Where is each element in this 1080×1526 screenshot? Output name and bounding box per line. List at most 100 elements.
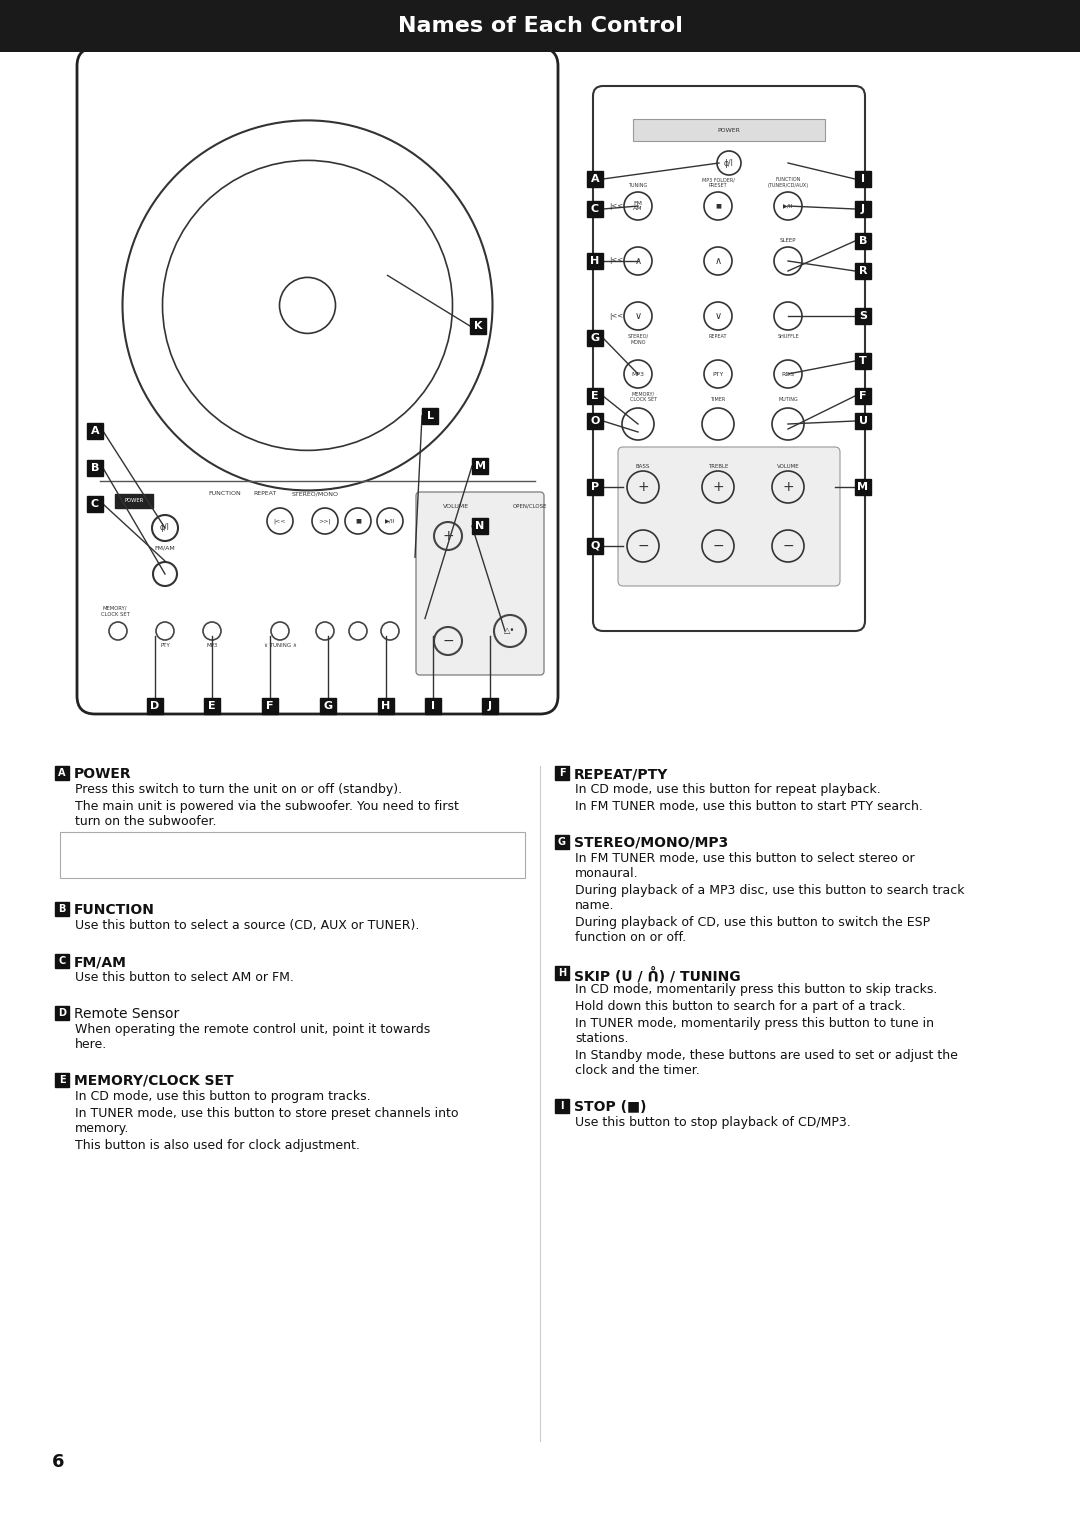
Text: N: N: [475, 520, 485, 531]
Text: ■: ■: [715, 203, 721, 209]
Text: −: −: [712, 539, 724, 552]
Text: SLEEP: SLEEP: [780, 238, 796, 243]
Text: FUNCTION
(TUNER/CD/AUX): FUNCTION (TUNER/CD/AUX): [768, 177, 809, 188]
Text: STOP (■): STOP (■): [573, 1100, 647, 1114]
Bar: [855, 414, 870, 429]
Text: |<<: |<<: [609, 258, 623, 264]
Text: ∧: ∧: [715, 256, 721, 266]
Bar: [320, 697, 336, 714]
Text: R: R: [859, 266, 867, 276]
Text: In FM TUNER mode, use this button to start PTY search.: In FM TUNER mode, use this button to sta…: [575, 800, 923, 813]
Bar: [588, 479, 603, 494]
Bar: [114, 494, 153, 508]
Text: MP3: MP3: [206, 642, 218, 649]
Text: FM/AM: FM/AM: [154, 546, 175, 551]
Text: D: D: [58, 1009, 66, 1018]
Text: E: E: [208, 700, 216, 711]
Text: Hold down this button to search for a part of a track.: Hold down this button to search for a pa…: [575, 1000, 906, 1013]
Bar: [470, 317, 486, 334]
Text: T: T: [859, 356, 867, 366]
Text: B: B: [58, 903, 66, 914]
Text: BASS: BASS: [636, 464, 650, 468]
Bar: [588, 414, 603, 429]
Text: FM/AM: FM/AM: [75, 955, 126, 969]
Text: Press this switch to turn the unit on or off (standby).: Press this switch to turn the unit on or…: [75, 783, 402, 797]
Text: The main unit is powered via the subwoofer. You need to first
turn on the subwoo: The main unit is powered via the subwoof…: [75, 800, 459, 829]
Text: I: I: [561, 1100, 564, 1111]
Bar: [588, 539, 603, 554]
Text: STEREO/
MONO: STEREO/ MONO: [627, 334, 649, 345]
Text: I: I: [861, 174, 865, 185]
Text: B: B: [859, 237, 867, 246]
Text: +: +: [637, 481, 649, 494]
Text: The equipment draws a nominal amount of power from the
AC outlet even with its P: The equipment draws a nominal amount of …: [70, 838, 420, 865]
Text: G: G: [591, 333, 599, 343]
Text: MP3 FOLDER/
PRESET: MP3 FOLDER/ PRESET: [702, 177, 734, 188]
Text: STEREO/MONO: STEREO/MONO: [292, 491, 338, 496]
Bar: [0, 0, 1080, 52]
Text: ∧: ∧: [634, 256, 642, 266]
Bar: [588, 201, 603, 217]
Text: A: A: [58, 768, 66, 778]
Bar: [855, 388, 870, 404]
Text: Use this button to select AM or FM.: Use this button to select AM or FM.: [75, 971, 294, 984]
Text: >>|: >>|: [319, 519, 332, 523]
Text: A: A: [591, 174, 599, 185]
Text: △•: △•: [504, 627, 515, 635]
Text: FM
AM: FM AM: [633, 200, 643, 212]
Text: REPEAT: REPEAT: [708, 334, 727, 339]
Bar: [588, 330, 603, 346]
Bar: [55, 1073, 69, 1087]
Text: A: A: [91, 426, 99, 436]
Text: C: C: [591, 204, 599, 214]
Text: C: C: [58, 955, 66, 966]
Bar: [633, 119, 825, 140]
Bar: [855, 262, 870, 279]
Text: MEMORY/
CLOCK SET: MEMORY/ CLOCK SET: [630, 391, 657, 401]
Text: ▶/II: ▶/II: [783, 203, 794, 209]
Bar: [422, 407, 438, 424]
Bar: [426, 697, 441, 714]
Text: REPEAT: REPEAT: [254, 491, 276, 496]
Bar: [482, 697, 498, 714]
Text: This button is also used for clock adjustment.: This button is also used for clock adjus…: [75, 1138, 360, 1152]
Text: MEMORY/CLOCK SET: MEMORY/CLOCK SET: [75, 1074, 233, 1088]
Text: ∨: ∨: [715, 311, 721, 320]
Text: 6: 6: [52, 1453, 65, 1471]
Text: O: O: [591, 417, 599, 426]
Text: In TUNER mode, momentarily press this button to tune in
stations.: In TUNER mode, momentarily press this bu…: [575, 1016, 934, 1045]
Text: E: E: [58, 1074, 65, 1085]
Text: +: +: [782, 481, 794, 494]
Bar: [855, 171, 870, 188]
Text: F: F: [267, 700, 273, 711]
FancyBboxPatch shape: [593, 85, 865, 630]
Text: L: L: [427, 410, 433, 421]
Text: −: −: [637, 539, 649, 552]
Text: H: H: [558, 967, 566, 978]
Bar: [87, 423, 103, 439]
FancyBboxPatch shape: [618, 447, 840, 586]
Text: B: B: [91, 462, 99, 473]
Bar: [55, 902, 69, 916]
Bar: [855, 353, 870, 369]
FancyBboxPatch shape: [416, 491, 544, 674]
Text: SHUFFLE: SHUFFLE: [778, 334, 799, 339]
Text: ∨ TUNING ∧: ∨ TUNING ∧: [264, 642, 296, 649]
Bar: [588, 253, 603, 269]
Text: POWER: POWER: [124, 499, 144, 504]
Text: Use this button to select a source (CD, AUX or TUNER).: Use this button to select a source (CD, …: [75, 919, 419, 932]
Bar: [147, 697, 163, 714]
Text: In FM TUNER mode, use this button to select stereo or
monaural.: In FM TUNER mode, use this button to sel…: [575, 852, 915, 881]
Text: Q: Q: [591, 542, 599, 551]
Text: POWER: POWER: [75, 768, 132, 781]
Text: |<<: |<<: [273, 519, 286, 523]
Text: POWER: POWER: [717, 128, 741, 133]
Bar: [588, 171, 603, 188]
Bar: [472, 458, 488, 475]
Bar: [855, 308, 870, 324]
Bar: [855, 233, 870, 249]
Text: G: G: [558, 836, 566, 847]
Text: |<<: |<<: [609, 203, 623, 209]
Text: J: J: [488, 700, 492, 711]
Bar: [60, 832, 525, 877]
